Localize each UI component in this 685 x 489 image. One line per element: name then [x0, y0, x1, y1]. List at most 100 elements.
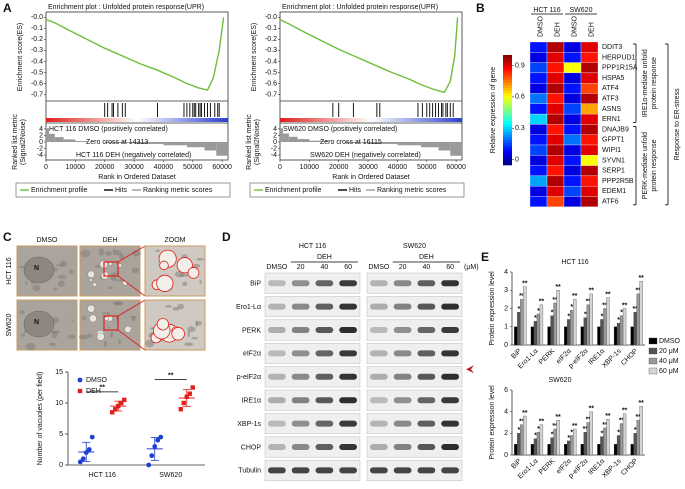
x-tick-label: 40000 — [388, 164, 408, 171]
protein-label: p-eIF2α — [237, 374, 261, 381]
blot-band — [339, 420, 357, 427]
blot-band — [315, 327, 334, 333]
texture — [87, 333, 93, 338]
texture — [187, 330, 190, 338]
heat-cell — [546, 196, 565, 207]
blot-band — [441, 467, 459, 474]
bracket-label: protein response — [651, 139, 658, 191]
heat-cell — [563, 175, 582, 187]
colorbar-step — [503, 57, 512, 61]
panel-label: C — [3, 230, 12, 244]
point — [86, 447, 92, 452]
blot-band — [315, 280, 334, 287]
x-tick-label: 60000 — [212, 164, 232, 171]
y-tick-label: 1 — [504, 324, 508, 331]
y-tick-label: -0.7 — [31, 91, 43, 98]
x-tick-label: XBP-1s — [601, 457, 623, 479]
heat-cell — [546, 41, 565, 53]
legend-label: Enrichment profile — [265, 187, 322, 194]
colorbar-step — [503, 112, 512, 116]
colorbar-step — [503, 143, 512, 147]
texture — [57, 274, 67, 280]
significance: ** — [522, 280, 528, 287]
y-tick-label: -2 — [37, 145, 43, 152]
texture — [182, 281, 188, 287]
row-header: SW620 — [6, 313, 13, 336]
metric-bar — [134, 142, 164, 144]
bar — [553, 428, 557, 456]
legend-label: DMSO — [86, 377, 108, 384]
colorbar-step — [503, 115, 512, 119]
significance: * — [551, 310, 554, 317]
zoom-guide — [117, 329, 146, 351]
colorbar-step — [503, 159, 512, 163]
significance: * — [601, 313, 604, 320]
blot-band — [370, 397, 388, 404]
texture — [51, 330, 60, 334]
metric-bar — [204, 142, 217, 151]
bar — [583, 317, 587, 346]
blot-band — [417, 327, 436, 333]
vacuole — [176, 257, 193, 274]
blot-band — [393, 350, 412, 357]
significance: ** — [632, 306, 638, 313]
colorbar-step — [503, 140, 512, 144]
nucleus-label: N — [34, 265, 39, 272]
blot-band — [291, 397, 310, 404]
vacuole — [89, 314, 97, 323]
column-header: DMSO — [37, 237, 59, 244]
heat-cell — [580, 93, 599, 104]
metric-bar — [216, 142, 228, 156]
y-tick-label: 5 — [59, 431, 63, 438]
bar — [586, 422, 590, 456]
heat-cell — [563, 93, 582, 104]
point — [113, 407, 118, 412]
y-tick-label: 10 — [55, 400, 63, 407]
bar — [589, 411, 593, 456]
texture — [71, 319, 74, 323]
significance: ** — [583, 426, 589, 433]
metric-bar — [438, 142, 451, 151]
protein-label: PERK — [242, 327, 261, 334]
significance: ** — [589, 288, 595, 295]
texture — [103, 340, 108, 347]
bar — [597, 326, 601, 346]
bar — [523, 415, 527, 456]
heat-cell — [580, 186, 599, 197]
x-tick-label: 10000 — [300, 164, 320, 171]
vacuole — [171, 327, 185, 341]
blot-band — [441, 327, 459, 333]
bar — [514, 326, 518, 346]
colorbar-step — [503, 74, 512, 78]
column-header: DEH — [103, 237, 118, 244]
blot-band — [315, 303, 334, 310]
heat-cell — [529, 134, 548, 146]
blot-band — [315, 467, 334, 474]
metric-bar — [186, 142, 205, 148]
gene-label: GFPT1 — [602, 137, 625, 144]
vacuole — [92, 282, 97, 287]
vacuole — [87, 304, 96, 313]
panel-label: E — [481, 250, 489, 264]
texture — [25, 281, 28, 286]
significance: * — [620, 310, 623, 317]
x-tick-label: 0 — [278, 164, 282, 171]
significance: * — [534, 433, 537, 440]
blot-band — [393, 303, 412, 310]
blot-band — [268, 350, 286, 357]
legend-label: Ranking metric scores — [377, 187, 447, 194]
heat-cell — [546, 93, 565, 104]
bar — [533, 438, 538, 456]
rank-gradient — [280, 118, 462, 122]
bar — [616, 435, 621, 456]
gene-label: ASNS — [602, 106, 621, 113]
texture — [25, 342, 36, 351]
significance: ** — [572, 423, 578, 430]
panel-label: D — [222, 230, 231, 244]
heat-cell — [546, 124, 565, 135]
legend-swatch — [648, 367, 658, 375]
metric-bar — [163, 142, 187, 146]
plot-title: Enrichment plot : Unfolded protein respo… — [48, 4, 204, 11]
heat-cell — [546, 134, 565, 146]
legend-label: 20 μM — [659, 348, 679, 355]
